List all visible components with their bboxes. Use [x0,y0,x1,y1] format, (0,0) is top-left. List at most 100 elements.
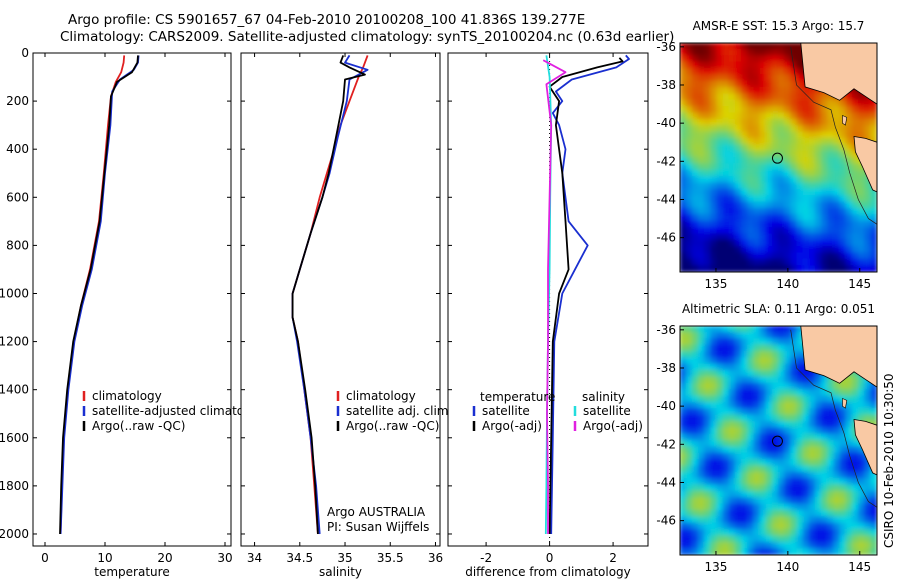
sst-cell [808,137,816,146]
sla-cell [747,401,755,410]
sla-cell [827,459,835,467]
sst-cell [845,265,853,272]
sst-cell [685,125,693,133]
sla-cell [710,433,718,441]
sst-cell [722,252,730,260]
sla-cell [870,529,877,537]
sla-cell [802,548,810,555]
sla-cell [802,376,810,384]
sla-cell [734,529,743,537]
sla-cell [747,497,755,505]
sla-cell [716,395,724,403]
sla-cell [734,401,743,410]
sla-cell [870,522,877,531]
sst-cell [814,239,823,248]
sla-cell [778,420,786,429]
sst-cell [704,233,712,241]
sst-cell [870,258,877,267]
sst-cell [845,112,853,120]
sla-cell [814,503,823,511]
sst-cell [741,195,749,203]
sla-frame [679,325,878,556]
sst-cell [784,144,792,152]
sla-cell [864,503,872,511]
sla-cell [680,357,687,365]
sla-cell [747,326,755,333]
sst-cell [710,157,718,165]
sst-cell [741,220,749,228]
sla-cell [680,440,687,448]
sla-cell [697,376,706,384]
sla-cell [680,326,687,333]
sst-cell [839,157,847,165]
sla-cell [741,408,749,416]
sla-cell [728,516,736,524]
sla-cell [845,529,853,537]
sst-cell [728,207,736,216]
sst-cell [685,182,693,190]
sst-cell [759,188,767,197]
sla-cell [680,338,687,346]
sst-cell [864,182,872,190]
sst-cell [728,188,736,197]
sst-cell [710,93,718,101]
sst-cell [778,87,786,95]
sst-cell [734,201,743,209]
sla-cell [839,535,847,543]
sla-cell [759,522,767,531]
sst-cell [778,233,786,241]
sst-cell [796,258,804,267]
sst-cell [716,176,724,184]
sla-cell [704,471,712,480]
sla-cell [728,382,736,391]
sla-cell [778,433,786,441]
sst-cell [771,93,779,101]
sla-cell [771,471,779,480]
sst-cell [710,125,718,133]
sst-cell [864,246,872,254]
sst-cell [827,220,835,228]
sla-cell [680,408,687,416]
sst-cell [716,169,724,178]
sla-cell [833,408,841,416]
sla-cell [778,395,786,403]
sla-cell [728,541,736,550]
sla-cell [728,522,736,531]
sst-cell [722,144,730,152]
sla-cell [851,452,860,461]
sst-cell [691,74,699,82]
sla-cell [808,503,816,511]
sla-cell [697,535,706,543]
sla-cell [728,529,736,537]
sla-cell [759,326,767,333]
sst-cell [759,93,767,101]
sla-cell [680,465,687,473]
sst-cell [728,246,736,254]
sst-cell [741,61,749,69]
sst-cell [704,125,712,133]
sst-cell [771,157,779,165]
sst-cell [741,207,749,216]
sla-cell [851,395,860,403]
sst-cell [778,150,786,158]
sst-cell [802,239,810,248]
sla-cell [821,484,829,492]
sst-cell [741,93,749,101]
legend-label: Argo(-adj) [583,419,643,433]
sla-cell [802,408,810,416]
sla-cell [833,395,841,403]
sla-cell [741,478,749,486]
sla-cell [716,357,724,365]
sst-cell [697,144,706,152]
sla-cell [741,490,749,499]
sst-cell [753,106,761,114]
sla-cell [784,478,792,486]
sla-cell [814,395,823,403]
sla-cell [728,484,736,492]
depth-tick-label: 1400 [0,383,29,397]
sla-cell [685,357,693,365]
sst-cell [808,112,816,120]
sla-cell [728,440,736,448]
sla-cell [704,497,712,505]
sst-cell [765,163,773,171]
